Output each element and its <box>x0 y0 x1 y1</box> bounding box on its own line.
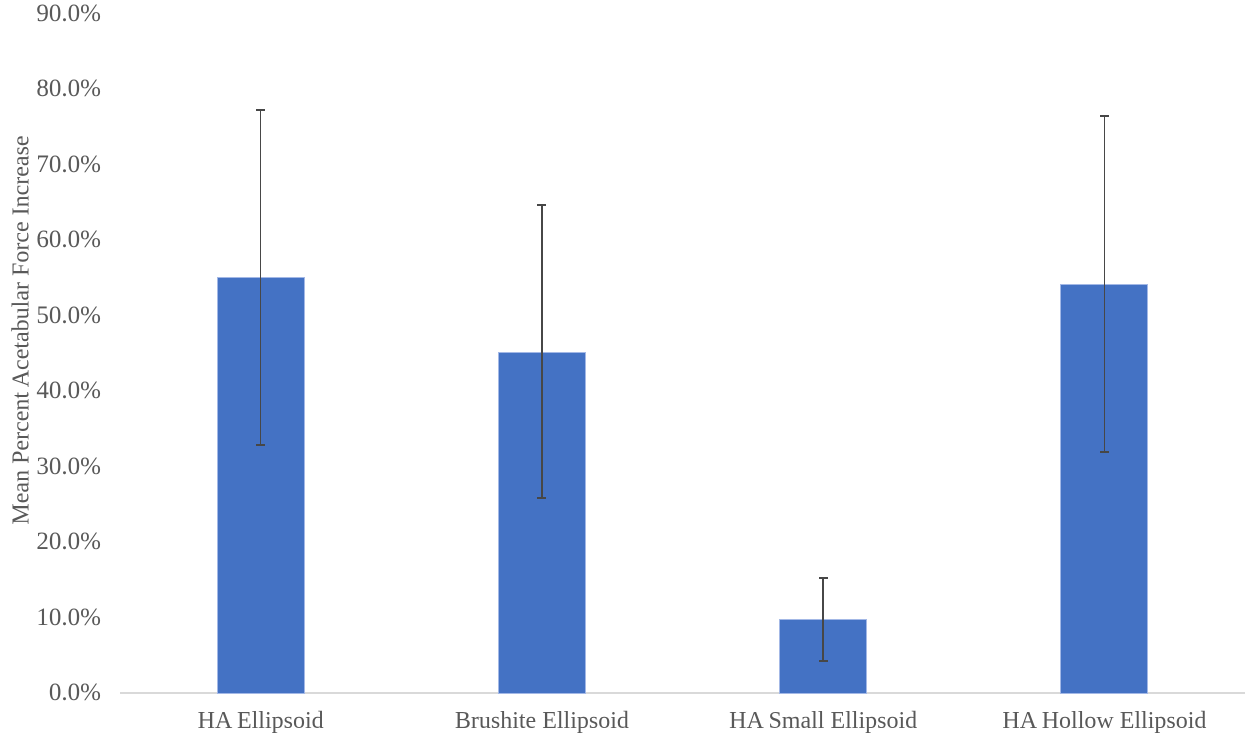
x-category-label: HA Small Ellipsoid <box>729 708 918 734</box>
y-tick-label: 70.0% <box>36 150 101 178</box>
y-tick-label: 20.0% <box>36 528 101 556</box>
error-bar-cap <box>537 497 547 500</box>
x-axis-line <box>120 692 1245 694</box>
y-tick-label: 40.0% <box>36 377 101 405</box>
error-bar <box>259 109 262 445</box>
y-tick-label: 0.0% <box>48 679 101 706</box>
y-tick-label: 80.0% <box>36 75 101 103</box>
y-tick-label: 30.0% <box>36 452 101 480</box>
error-bar <box>1103 115 1106 453</box>
y-tick-label: 60.0% <box>36 226 101 254</box>
error-bar-cap <box>537 203 547 206</box>
y-tick-label: 50.0% <box>36 301 101 329</box>
y-tick-label: 10.0% <box>36 603 101 631</box>
error-bar-cap <box>1099 451 1109 454</box>
error-bar-cap <box>818 576 828 579</box>
error-bar <box>541 204 543 499</box>
error-bar-cap <box>818 660 828 663</box>
error-bar-cap <box>1099 114 1109 117</box>
x-category-label: HA Ellipsoid <box>197 708 324 734</box>
x-category-label: HA Hollow Ellipsoid <box>1002 708 1207 734</box>
error-bar-cap <box>256 108 266 111</box>
error-bar <box>822 577 824 662</box>
x-category-label: Brushite Ellipsoid <box>454 708 629 734</box>
y-tick-label: 90.0% <box>36 0 101 28</box>
error-bar-cap <box>256 443 266 446</box>
